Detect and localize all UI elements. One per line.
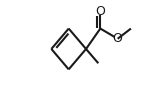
Text: O: O: [113, 32, 123, 45]
Text: O: O: [95, 5, 105, 18]
